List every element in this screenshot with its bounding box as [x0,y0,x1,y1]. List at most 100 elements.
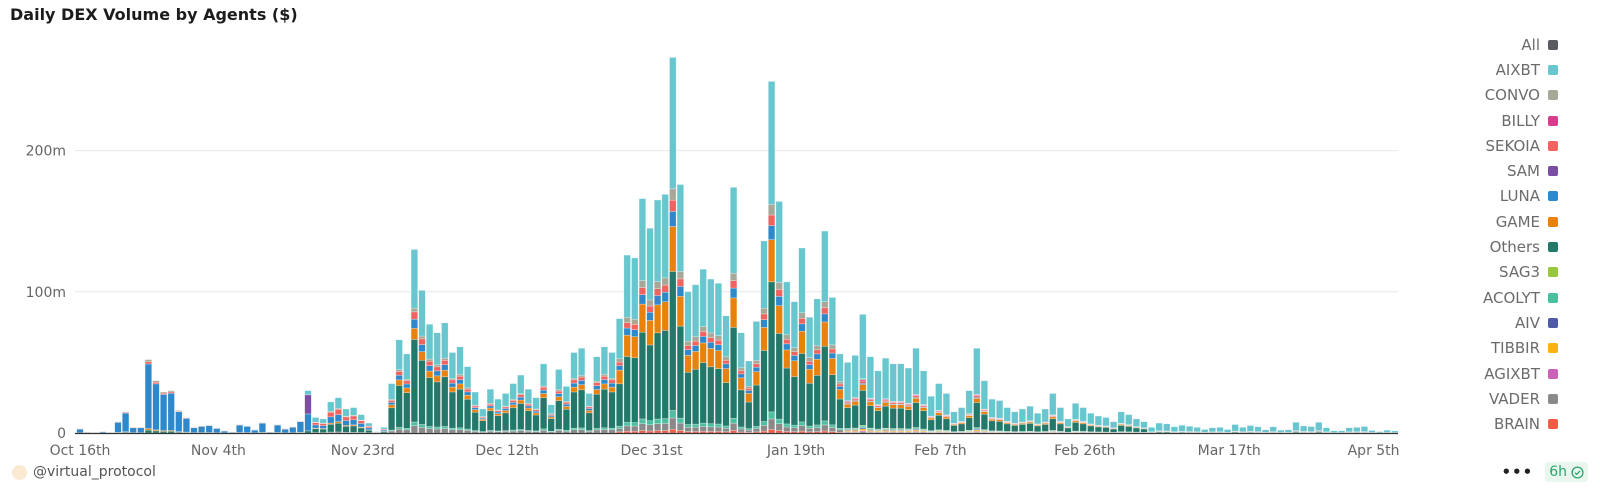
bar-day-156[interactable] [1262,429,1270,434]
bar-day-110[interactable] [912,348,920,434]
bar-day-94[interactable] [790,301,798,434]
bar-day-64[interactable] [562,386,570,434]
bar-day-31[interactable] [312,417,320,434]
bar-day-97[interactable] [813,298,821,434]
bar-day-88[interactable] [745,360,753,434]
bar-day-158[interactable] [1277,429,1285,434]
legend-item-aiv[interactable]: AIV [1358,310,1558,335]
bar-day-152[interactable] [1231,424,1239,434]
bar-day-60[interactable] [532,397,540,434]
bar-day-154[interactable] [1246,425,1254,434]
bar-day-69[interactable] [600,346,608,434]
bar-day-140[interactable] [1140,421,1148,434]
bar-day-134[interactable] [1094,415,1102,434]
bar-day-148[interactable] [1201,429,1209,434]
bar-day-92[interactable] [775,201,783,434]
bar-day-84[interactable] [714,283,722,434]
bar-day-9[interactable] [144,359,152,434]
bar-day-89[interactable] [752,321,760,434]
bar-day-128[interactable] [1049,393,1057,434]
legend-item-sam[interactable]: SAM [1358,158,1558,183]
bar-day-120[interactable] [988,398,996,434]
bar-day-14[interactable] [182,417,190,434]
bar-day-93[interactable] [783,281,791,434]
bar-day-108[interactable] [897,363,905,434]
legend-item-vader[interactable]: VADER [1358,386,1558,411]
bar-day-131[interactable] [1072,403,1080,434]
bar-day-161[interactable] [1300,425,1308,434]
bar-day-100[interactable] [836,353,844,434]
bar-day-32[interactable] [319,418,327,434]
bar-day-130[interactable] [1064,418,1072,434]
legend-item-acolyt[interactable]: ACOLYT [1358,285,1558,310]
bar-day-76[interactable] [654,199,662,434]
bar-day-153[interactable] [1239,427,1247,434]
bar-day-101[interactable] [844,362,852,434]
bar-day-27[interactable] [281,428,289,434]
bar-day-111[interactable] [920,370,928,434]
bar-day-33[interactable] [327,401,335,434]
bar-day-77[interactable] [661,194,669,434]
bar-day-40[interactable] [380,427,388,434]
bar-day-48[interactable] [441,322,449,434]
bar-day-59[interactable] [524,388,532,434]
bar-day-118[interactable] [973,348,981,434]
bar-day-21[interactable] [236,424,244,434]
bar-day-65[interactable] [570,352,578,434]
bar-day-7[interactable] [129,427,137,434]
refresh-badge[interactable]: 6h [1545,462,1588,482]
bar-day-57[interactable] [509,383,517,434]
bar-day-10[interactable] [152,380,160,434]
bar-day-16[interactable] [198,425,206,434]
bar-day-166[interactable] [1338,430,1346,434]
bar-day-133[interactable] [1087,412,1095,434]
bar-day-114[interactable] [942,393,950,434]
bar-day-63[interactable] [555,369,563,434]
legend-item-sekoia[interactable]: SEKOIA [1358,133,1558,158]
bar-day-43[interactable] [403,353,411,434]
bar-day-50[interactable] [456,346,464,434]
bar-day-167[interactable] [1345,427,1353,434]
bar-day-61[interactable] [540,363,548,434]
bar-day-117[interactable] [965,390,973,434]
bar-day-5[interactable] [114,421,122,434]
bar-day-147[interactable] [1193,427,1201,434]
bar-day-125[interactable] [1026,405,1034,434]
bar-day-75[interactable] [646,228,654,434]
bar-day-47[interactable] [433,332,441,434]
legend-item-sag3[interactable]: SAG3 [1358,260,1558,285]
bar-day-13[interactable] [175,410,183,434]
bar-day-102[interactable] [851,355,859,434]
bar-day-68[interactable] [593,356,601,434]
more-options-button[interactable]: ••• [1501,463,1534,481]
bar-day-165[interactable] [1330,430,1338,434]
bar-day-121[interactable] [996,400,1004,434]
bar-day-46[interactable] [426,324,434,434]
bar-day-129[interactable] [1056,407,1064,434]
bar-day-19[interactable] [220,430,228,434]
bar-day-53[interactable] [479,408,487,434]
bar-day-8[interactable] [137,427,145,434]
bar-day-54[interactable] [486,388,494,434]
bar-day-112[interactable] [927,396,935,434]
bar-day-107[interactable] [889,363,897,434]
bar-day-116[interactable] [958,407,966,434]
bar-day-66[interactable] [578,348,586,434]
bar-day-39[interactable] [372,431,380,434]
bar-day-22[interactable] [243,425,251,434]
author[interactable]: @virtual_protocol [12,464,156,480]
bar-day-144[interactable] [1170,426,1178,434]
bar-day-58[interactable] [517,374,525,434]
bar-day-98[interactable] [821,230,829,434]
bar-day-160[interactable] [1292,422,1300,434]
bar-day-86[interactable] [730,187,738,434]
bar-day-52[interactable] [471,391,479,434]
bar-day-96[interactable] [806,316,814,434]
bar-day-67[interactable] [585,393,593,434]
bar-day-11[interactable] [160,391,168,434]
bar-day-49[interactable] [448,352,456,434]
bar-day-124[interactable] [1018,408,1026,434]
bar-day-73[interactable] [631,257,639,434]
bar-day-78[interactable] [669,57,677,434]
bar-day-91[interactable] [768,81,776,434]
